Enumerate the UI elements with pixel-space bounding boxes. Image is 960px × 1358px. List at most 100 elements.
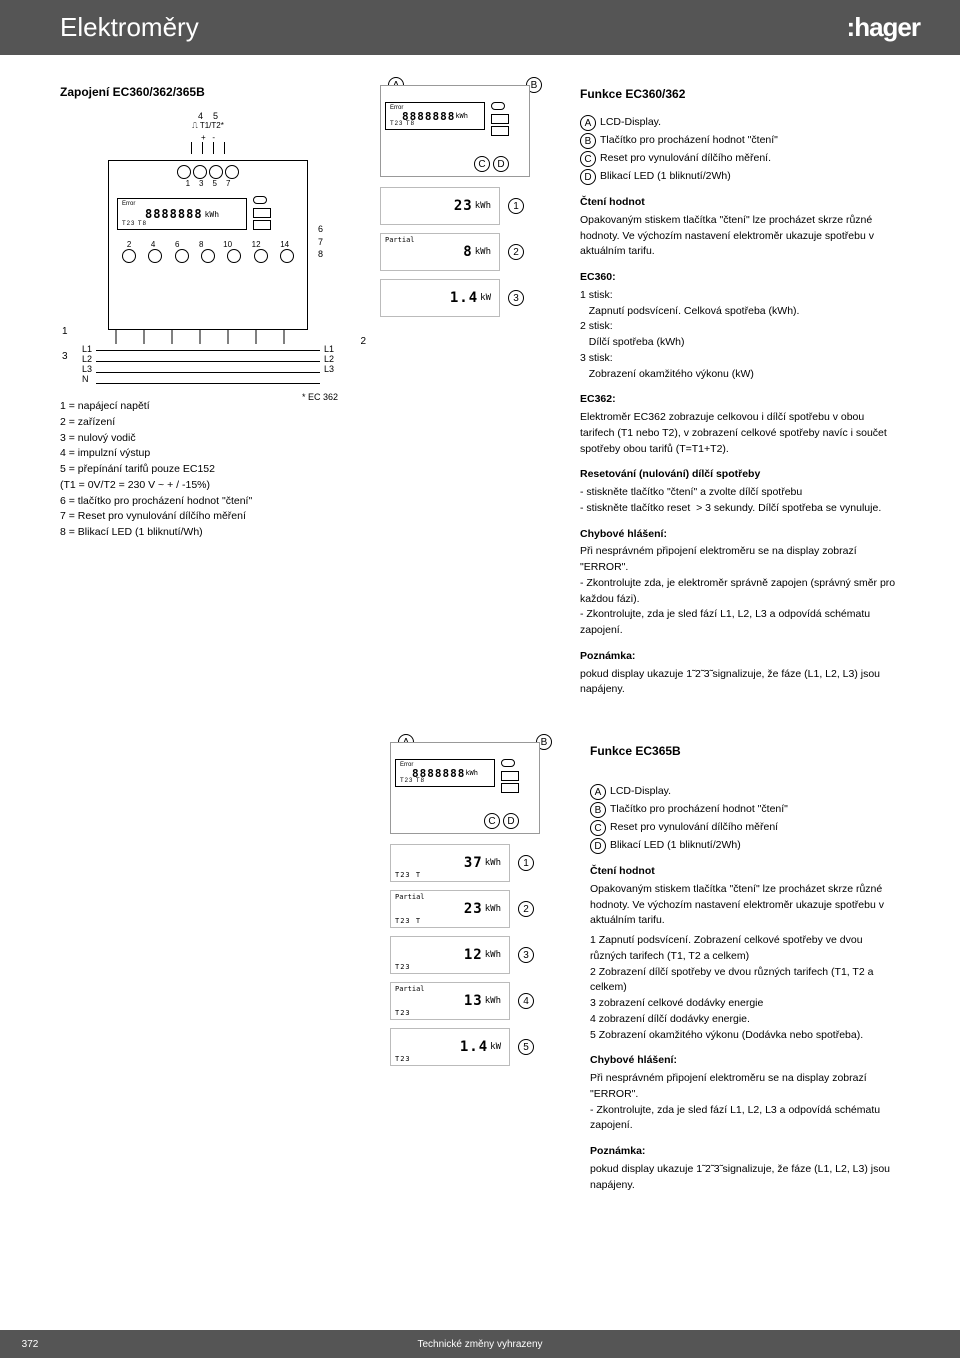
terminal-bot <box>227 249 241 263</box>
side-3: 3 <box>62 351 68 362</box>
display-value: Partial T23 T 23 kWh <box>390 890 510 928</box>
terminal-bot <box>148 249 162 263</box>
display-unit: kWh <box>485 996 501 1006</box>
terminal-bot <box>254 249 268 263</box>
right-nums: 6 7 8 <box>318 223 323 261</box>
lcd-error: Error <box>390 105 403 111</box>
top-num-4: 4 <box>198 111 203 121</box>
led-icon <box>501 783 519 793</box>
func-label-row: ALCD-Display. <box>580 115 900 131</box>
lcd-sub: T23 T8 <box>400 778 425 784</box>
text-line: 2 stisk: <box>580 319 900 335</box>
display-digits: 23 <box>464 901 483 917</box>
display-main-2: Error 8888888 kWh T23 T8 C <box>390 742 540 834</box>
line-l2r: L2 <box>324 354 334 364</box>
display-digits: 1.4 <box>450 290 478 306</box>
func-heading: Funkce EC360/362 <box>580 85 900 103</box>
text-line: Při nesprávném připojení elektroměru se … <box>590 1071 900 1103</box>
col-mid-1: A B Error 8888888 kWh T23 T8 <box>380 85 550 702</box>
terminal-top <box>225 165 239 179</box>
side-buttons <box>253 196 271 232</box>
label-d: D <box>493 156 509 172</box>
text-line: Dílčí spotřeba (kWh) <box>580 335 900 351</box>
display-main: Error 8888888 kWh T23 T8 C <box>380 85 530 177</box>
label-letter: A <box>590 784 606 800</box>
text-line: 4 zobrazení dílčí dodávky energie. <box>590 1012 900 1028</box>
display-row: 23 kWh 1 <box>380 187 550 225</box>
display-value: 23 kWh <box>380 187 500 225</box>
text-line: Zobrazení okamžitého výkonu (kW) <box>580 367 900 383</box>
wiring-diagram: 4 5 ⎍ T1/T2* + - <box>78 111 338 391</box>
term-label: 8 <box>199 240 203 249</box>
lcd-unit: kWh <box>205 210 219 219</box>
footer-page: 372 <box>0 1339 60 1350</box>
func-label-row: CReset pro vynulování dílčího měření <box>590 820 900 836</box>
lcd-unit: kWh <box>455 112 468 120</box>
func-label-row: DBlikací LED (1 bliknutí/2Wh) <box>590 838 900 854</box>
label-text: Blikací LED (1 bliknutí/2Wh) <box>610 838 741 854</box>
display-unit: kWh <box>475 247 491 257</box>
display-sub: T23 T <box>395 871 421 879</box>
read-button-icon <box>253 196 267 204</box>
line-l1: L1 <box>82 344 92 354</box>
reset-list: - stiskněte tlačítko "čtení" a zvolte dí… <box>580 485 900 517</box>
legend-list: 1 = napájecí napětí 2 = zařízení 3 = nul… <box>60 399 350 541</box>
row-number: 3 <box>508 290 524 306</box>
reset-button-icon <box>253 208 271 218</box>
rn-8: 8 <box>318 248 323 261</box>
terminal-bot <box>201 249 215 263</box>
cteni-body-2: Opakovaným stiskem tlačítka "čtení" lze … <box>590 882 900 929</box>
err-list: Při nesprávném připojení elektroměru se … <box>580 544 900 639</box>
label-letter: C <box>580 151 596 167</box>
cteni-head: Čtení hodnot <box>580 195 900 211</box>
text-line: 1 Zapnutí podsvícení. Zobrazení celkové … <box>590 933 900 965</box>
rn-6: 6 <box>318 223 323 236</box>
label-text: Blikací LED (1 bliknutí/2Wh) <box>600 169 731 185</box>
display-value: T23 T 37 kWh <box>390 844 510 882</box>
lcd-unit: kWh <box>465 769 478 777</box>
text-line: Při nesprávném připojení elektroměru se … <box>580 544 900 576</box>
term-label: 10 <box>223 240 232 249</box>
header-bar: Elektroměry :hager <box>0 0 960 55</box>
col-mid-2: A B Error 8888888 kWh T23 T8 <box>390 742 560 1197</box>
display-row: T23 12 kWh 3 <box>390 936 560 974</box>
term-label: 3 <box>199 179 203 188</box>
note-head: Poznámka: <box>580 649 900 665</box>
legend-item: (T1 = 0V/T2 = 230 V ~ + / -15%) <box>60 478 350 494</box>
lines-right: L1 L2 L3 <box>324 344 334 384</box>
display-row: Partial T23 T 23 kWh 2 <box>390 890 560 928</box>
partial-label: Partial <box>395 985 425 993</box>
side-2: 2 <box>360 336 366 347</box>
label-letter: B <box>590 802 606 818</box>
cteni-body: Opakovaným stiskem tlačítka "čtení" lze … <box>580 213 900 260</box>
label-c: C <box>474 156 490 172</box>
display-unit: kWh <box>485 904 501 914</box>
row-number: 2 <box>518 901 534 917</box>
rn-7: 7 <box>318 236 323 249</box>
text-line: - stiskněte tlačítko "čtení" a zvolte dí… <box>580 485 900 501</box>
display-digits: 13 <box>464 993 483 1009</box>
line-n: N <box>82 374 92 384</box>
display-sub: T23 T <box>395 917 421 925</box>
footnote-ec362: * EC 362 <box>78 392 338 402</box>
term-label: 12 <box>252 240 261 249</box>
partial-label: Partial <box>385 236 415 244</box>
ec360-head: EC360: <box>580 270 900 286</box>
label-c: C <box>484 813 500 829</box>
footer-text: Technické změny vyhrazeny <box>60 1339 900 1350</box>
term-label: 7 <box>226 179 230 188</box>
col-right-2: Funkce EC365B ALCD-Display.BTlačítko pro… <box>590 742 900 1197</box>
func-label-row: DBlikací LED (1 bliknutí/2Wh) <box>580 169 900 185</box>
terminal-bot <box>122 249 136 263</box>
term-label: 6 <box>175 240 179 249</box>
term-label: 1 <box>186 179 190 188</box>
label-text: LCD-Display. <box>600 115 661 131</box>
t1t2-label: T1/T2* <box>200 121 224 130</box>
side-buttons <box>501 759 519 795</box>
partial-label: Partial <box>395 893 425 901</box>
lcd-display: Error 8888888 kWh T23 T8 <box>117 198 247 230</box>
legend-item: 2 = zařízení <box>60 415 350 431</box>
label-list-2: ALCD-Display.BTlačítko pro procházení ho… <box>590 784 900 854</box>
display-unit: kWh <box>485 858 501 868</box>
func-label-row: BTlačítko pro procházení hodnot "čtení" <box>580 133 900 149</box>
